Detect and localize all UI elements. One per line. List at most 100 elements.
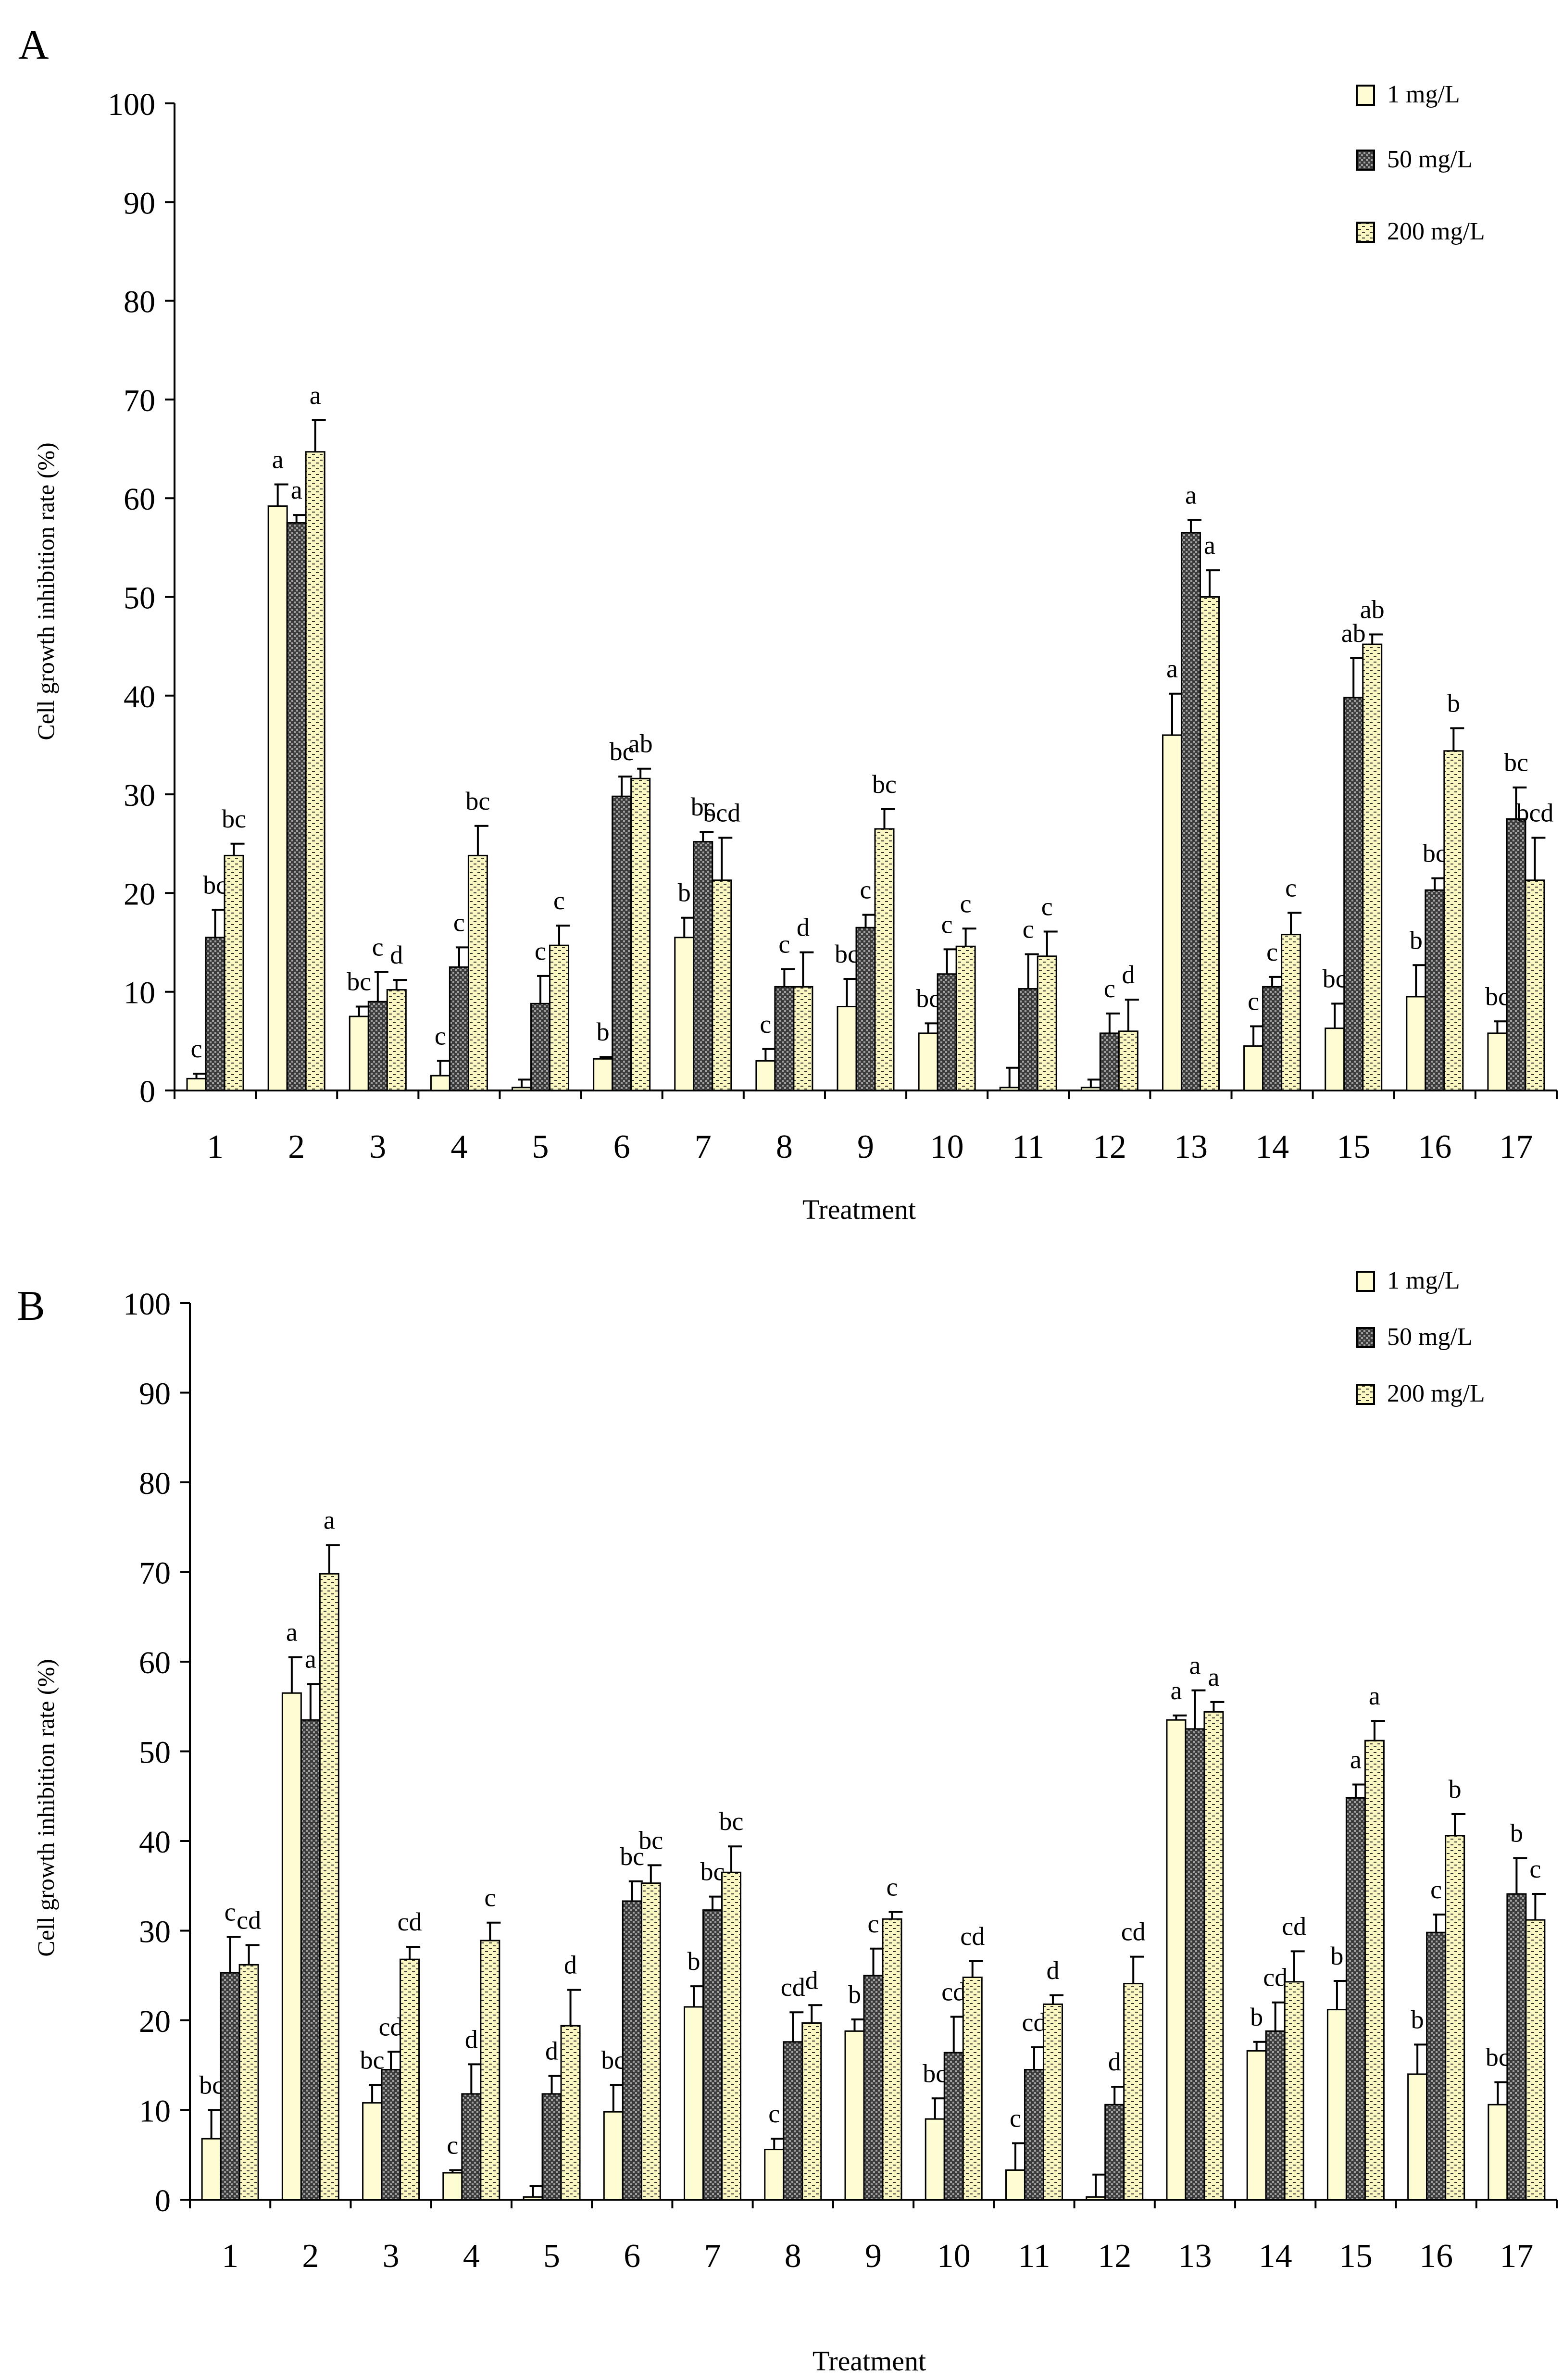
panel-a-bar-200mg bbox=[305, 451, 325, 1091]
panel-b-bar-200mg bbox=[962, 1976, 983, 2201]
panel-b-legend: 1 mg/L 50 mg/L 200 mg/L bbox=[1356, 1267, 1485, 1407]
panel-b-bar-1mg bbox=[1086, 2196, 1106, 2201]
panel-b-y-tick-label: 60 bbox=[139, 1645, 171, 1680]
panel-a-bar-200mg bbox=[1362, 643, 1383, 1091]
panel-b-bar-1mg bbox=[1326, 2009, 1347, 2201]
panel-a-significance-label: a bbox=[1185, 480, 1197, 509]
panel-a-legend-label-200mg: 200 mg/L bbox=[1387, 218, 1485, 245]
panel-a-bar-50mg bbox=[1180, 532, 1201, 1091]
panel-b-bar-1mg bbox=[844, 2030, 865, 2201]
panel-b-x-tick-label: 6 bbox=[624, 2238, 640, 2275]
panel-a-bar-50mg bbox=[286, 522, 307, 1091]
panel-a-bar-1mg bbox=[1162, 734, 1182, 1091]
panel-a-bar-200mg bbox=[467, 854, 488, 1091]
panel-b-significance-label: c bbox=[1529, 1854, 1541, 1883]
panel-b-y-tick-label: 40 bbox=[139, 1825, 171, 1860]
panel-a-bar-50mg bbox=[1099, 1032, 1120, 1091]
panel-a-bar-200mg bbox=[224, 854, 244, 1091]
panel-a-bar-50mg bbox=[612, 795, 632, 1091]
panel-a-significance-label: bc bbox=[691, 792, 715, 821]
panel-b-significance-label: c bbox=[447, 2130, 458, 2159]
panel-a-legend-swatch-200mg bbox=[1356, 222, 1375, 243]
panel-b-significance-label: bc bbox=[199, 2071, 224, 2100]
panel-a-bar-200mg bbox=[630, 777, 651, 1091]
panel-b-significance-label: a bbox=[324, 1506, 335, 1535]
panel-b-bar-200mg bbox=[238, 1964, 259, 2201]
panel-b-y-tick-label: 90 bbox=[139, 1377, 171, 1412]
panel-a-y-tick-label: 60 bbox=[124, 482, 155, 517]
panel-b-bar-1mg bbox=[603, 2111, 624, 2201]
panel-b-bar-200mg bbox=[1042, 2003, 1063, 2201]
panel-b-y-tick-label: 0 bbox=[155, 2183, 171, 2218]
panel-a-significance-label: bc bbox=[1323, 964, 1347, 993]
panel-b-x-tick-label: 1 bbox=[222, 2238, 238, 2275]
panel-b-bar-50mg bbox=[1024, 2069, 1044, 2201]
panel-b-y-tick-label: 30 bbox=[139, 1915, 171, 1950]
panel-b-bar-1mg bbox=[442, 2172, 463, 2201]
panel-b-legend-swatch-200mg bbox=[1356, 1384, 1375, 1405]
panel-b-bar-1mg bbox=[684, 2006, 704, 2201]
panel-b-x-tick-label: 17 bbox=[1500, 2238, 1533, 2275]
panel-a-x-tick-label: 10 bbox=[930, 1128, 964, 1165]
panel-b-bar-200mg bbox=[721, 1871, 742, 2201]
panel-a-bar-1mg bbox=[1487, 1032, 1508, 1091]
panel-a-bar-50mg bbox=[693, 841, 713, 1091]
panel-b-x-tick-label: 2 bbox=[302, 2238, 319, 2275]
panel-b-bar-200mg bbox=[400, 1958, 420, 2201]
panel-a-significance-label: bc bbox=[203, 870, 227, 899]
panel-a-y-tick-label: 80 bbox=[124, 285, 155, 320]
panel-b-bar-1mg bbox=[523, 2196, 543, 2201]
panel-a-bar-50mg bbox=[855, 927, 876, 1091]
panel-a-bar-1mg bbox=[837, 1005, 857, 1091]
panel-b-bar-1mg bbox=[764, 2149, 785, 2201]
panel-b-x-tick-label: 13 bbox=[1178, 2238, 1212, 2275]
panel-b-y-tick-label: 100 bbox=[123, 1287, 171, 1322]
panel-b-bar-1mg bbox=[925, 2118, 945, 2201]
panel-b-legend-label-50mg: 50 mg/L bbox=[1387, 1323, 1473, 1351]
panel-b-significance-label: a bbox=[305, 1645, 316, 1674]
panel-b-significance-label: c bbox=[887, 1872, 898, 1901]
panel-b-significance-label: b bbox=[1510, 1818, 1523, 1847]
panel-b-significance-label: cd bbox=[1022, 2008, 1046, 2037]
panel-b-x-tick-label: 10 bbox=[937, 2238, 971, 2275]
panel-b-bar-1mg bbox=[362, 2102, 383, 2201]
panel-b-significance-label: cd bbox=[1121, 1917, 1146, 1946]
panel-a-significance-label: c bbox=[553, 886, 565, 915]
panel-b-significance-label: cd bbox=[379, 2012, 403, 2041]
panel-a-significance-label: bc bbox=[872, 770, 897, 799]
panel-b-significance-label: cd bbox=[398, 1907, 422, 1936]
panel-a-significance-label: c bbox=[453, 908, 465, 937]
panel-b-y-axis-title: Cell growth inhibition rate (%) bbox=[32, 1659, 59, 1956]
panel-b-bar-50mg bbox=[1185, 1728, 1205, 2201]
panel-b-bar-50mg bbox=[702, 1909, 723, 2201]
panel-b-bar-50mg bbox=[541, 2093, 562, 2201]
panel-a-bar-1mg bbox=[999, 1087, 1020, 1091]
panel-b-x-tick-label: 9 bbox=[865, 2238, 882, 2275]
panel-b-significance-label: c bbox=[768, 2099, 780, 2128]
panel-a-bar-200mg bbox=[712, 879, 732, 1091]
panel-a-bar-50mg bbox=[1018, 988, 1038, 1091]
panel-b-bar-1mg bbox=[1488, 2104, 1508, 2201]
panel-b-bar-50mg bbox=[1426, 1931, 1447, 2201]
panel-b-bar-200mg bbox=[480, 1940, 500, 2201]
panel-a-legend-swatch-1mg bbox=[1356, 85, 1375, 106]
panel-b-x-axis-title: Treatment bbox=[813, 2345, 926, 2377]
panel-a-bar-1mg bbox=[430, 1075, 450, 1091]
panel-a-significance-label: bc bbox=[1485, 982, 1510, 1011]
panel-a-x-axis-title: Treatment bbox=[802, 1194, 916, 1225]
panel-a-x-tick-label: 12 bbox=[1093, 1128, 1126, 1165]
panel-a-x-tick-label: 11 bbox=[1012, 1128, 1044, 1165]
panel-a-significance-label: c bbox=[1266, 938, 1278, 966]
panel-a-significance-label: bc bbox=[347, 967, 371, 996]
panel-b-x-tick-label: 4 bbox=[463, 2238, 480, 2275]
panel-a-bar-50mg bbox=[367, 1001, 388, 1091]
panel-a-bar-1mg bbox=[918, 1032, 938, 1091]
panel-b-significance-label: bc bbox=[620, 1842, 644, 1871]
panel-a-significance-label: bc bbox=[916, 984, 940, 1013]
panel-b-significance-label: a bbox=[1369, 1681, 1380, 1710]
panel-a-bar-1mg bbox=[674, 937, 695, 1091]
panel-b-significance-label: b bbox=[1411, 2005, 1424, 2034]
panel-a-bar-200mg bbox=[386, 989, 407, 1091]
panel-b-significance-label: cd bbox=[1263, 1963, 1288, 1992]
panel-b-significance-label: bc bbox=[638, 1826, 663, 1854]
